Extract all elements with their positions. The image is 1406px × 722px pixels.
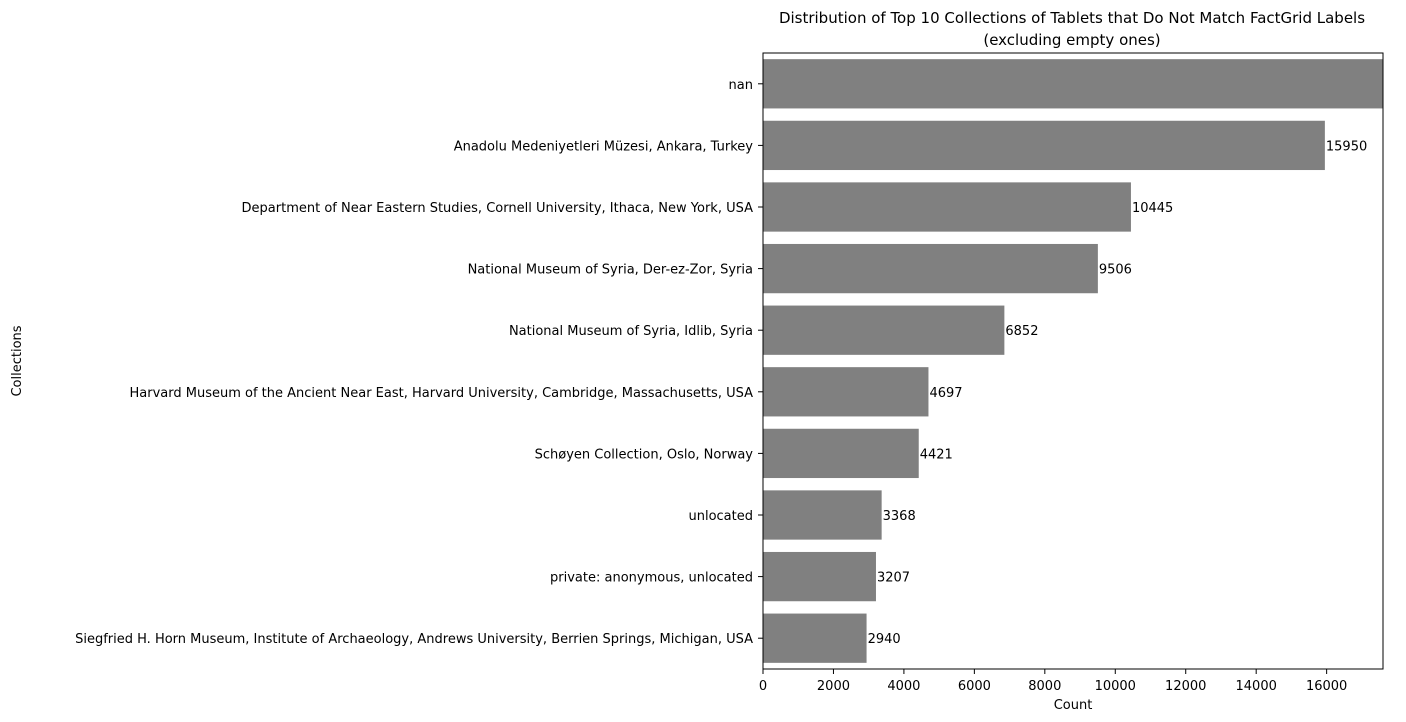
bar	[763, 613, 867, 663]
x-tick-label: 6000	[958, 679, 991, 694]
x-tick-label: 10000	[1095, 679, 1136, 694]
bar	[763, 490, 882, 540]
x-tick-label: 0	[759, 679, 767, 694]
data-label: 3207	[877, 571, 910, 586]
y-tick-label: National Museum of Syria, Idlib, Syria	[509, 324, 753, 339]
y-tick-label: National Museum of Syria, Der-ez-Zor, Sy…	[468, 263, 753, 278]
bars-group	[763, 59, 1383, 663]
y-tick-label: private: anonymous, unlocated	[550, 571, 753, 586]
bar	[763, 59, 1383, 109]
data-label: 9506	[1099, 263, 1132, 278]
data-labels: 15950 10445 9506 6852 4697 4421 3368 3207 2940	[868, 139, 1368, 647]
y-tick-label: Schøyen Collection, Oslo, Norway	[535, 447, 754, 462]
x-tick-label: 2000	[817, 679, 850, 694]
x-tick-label: 16000	[1306, 679, 1347, 694]
y-tick-label: unlocated	[688, 509, 753, 524]
x-axis-label: Count	[1054, 698, 1093, 713]
bar	[763, 182, 1131, 232]
data-label: 4697	[929, 386, 962, 401]
plot-frame	[762, 52, 1384, 670]
y-tick-label: Harvard Museum of the Ancient Near East,…	[130, 386, 754, 401]
y-tick-label: Siegfried H. Horn Museum, Institute of A…	[75, 632, 753, 647]
data-label: 2940	[868, 632, 901, 647]
data-label: 3368	[883, 509, 916, 524]
y-tick-labels: nan Anadolu Medeniyetleri Müzesi, Ankara,…	[75, 78, 763, 647]
chart-subtitle: (excluding empty ones)	[983, 31, 1160, 49]
bar	[763, 305, 1005, 355]
data-label: 4421	[920, 447, 953, 462]
bar	[763, 243, 1098, 294]
x-tick-label: 8000	[1028, 679, 1061, 694]
x-tick-label: 14000	[1236, 679, 1277, 694]
data-label: 6852	[1005, 324, 1038, 339]
bar	[763, 428, 919, 479]
bar	[763, 367, 929, 417]
y-tick-label: Anadolu Medeniyetleri Müzesi, Ankara, Tu…	[454, 139, 754, 154]
data-label: 15950	[1326, 139, 1367, 154]
y-tick-label: nan	[729, 78, 753, 93]
bar	[763, 551, 876, 602]
y-tick-label: Department of Near Eastern Studies, Corn…	[242, 201, 754, 216]
x-tick-label: 12000	[1165, 679, 1206, 694]
x-ticks: 0 2000 4000 6000 8000 10000 12000 14000 16000	[759, 669, 1347, 694]
chart-title: Distribution of Top 10 Collections of Ta…	[779, 9, 1365, 27]
x-tick-label: 4000	[887, 679, 920, 694]
y-axis-label: Collections	[10, 325, 25, 396]
data-label: 10445	[1132, 201, 1173, 216]
bar	[763, 120, 1325, 171]
